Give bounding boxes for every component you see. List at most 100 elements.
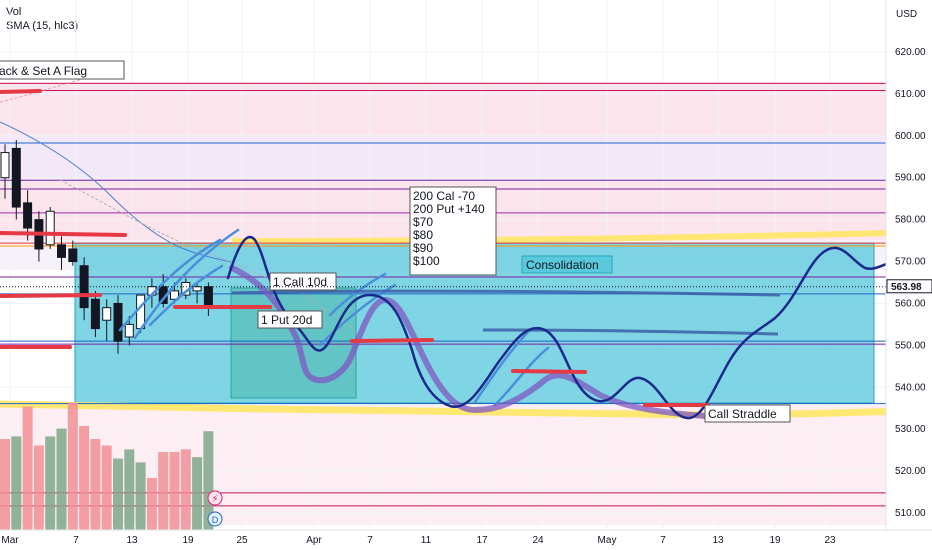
volume-bar[interactable]	[180, 449, 191, 530]
price-tick-label: 510.00	[895, 508, 926, 519]
volume-bar[interactable]	[22, 406, 33, 531]
channel-line-6	[473, 328, 532, 404]
call-10d-text: 1 Call 10d	[273, 275, 327, 289]
time-tick-label: Mar	[1, 535, 19, 546]
red-stroke-5	[350, 338, 434, 343]
time-tick-label: 25	[236, 535, 248, 546]
lightning-icon: ⚡	[211, 494, 218, 505]
volume-bar[interactable]	[113, 458, 123, 531]
volume-bar[interactable]	[135, 462, 146, 530]
purple-path	[229, 265, 708, 419]
red-stroke-1	[0, 231, 127, 237]
volume-bar[interactable]	[90, 439, 101, 530]
time-tick-label: May	[598, 535, 617, 546]
candle-up[interactable]	[102, 307, 112, 321]
lightning-badge[interactable]: ⚡	[207, 490, 223, 506]
time-tick-label: 7	[73, 535, 79, 546]
volume-bar[interactable]	[124, 449, 135, 530]
put-20d-text: 1 Put 20d	[261, 313, 312, 327]
annotation-flag[interactable]: ack & Set A Flag	[0, 60, 125, 80]
volume-bar[interactable]	[158, 452, 169, 530]
red-stroke-6	[511, 369, 587, 374]
candles	[0, 140, 213, 354]
volume-bar[interactable]	[0, 439, 10, 530]
candle-down[interactable]	[11, 147, 21, 208]
last-price-tag[interactable]: 563.98	[886, 279, 932, 294]
price-tick-label: 590.00	[895, 173, 926, 184]
indicator-sma-label[interactable]: SMA (15, hlc3)	[6, 20, 79, 32]
last-price-value: 563.98	[891, 282, 922, 293]
volume-bar[interactable]	[56, 428, 67, 530]
channel-line-7	[493, 346, 550, 407]
option-window-zone[interactable]	[230, 287, 357, 399]
sma-line[interactable]	[0, 121, 233, 263]
price-tick-label: 620.00	[895, 47, 926, 58]
time-tick-label: 11	[421, 535, 432, 546]
options-line-4: $80	[413, 228, 433, 242]
price-tick-label: 600.00	[895, 131, 926, 142]
volume-bar[interactable]	[11, 436, 22, 530]
time-tick-label: 7	[660, 535, 666, 546]
volume-bar[interactable]	[101, 445, 112, 531]
drawn-channels	[118, 228, 550, 407]
volume-bar[interactable]	[146, 478, 157, 530]
price-tick-label: 530.00	[895, 424, 926, 435]
candle-down[interactable]	[203, 286, 213, 309]
candle-up[interactable]	[45, 210, 55, 246]
price-axis-bg	[886, 0, 932, 530]
price-axis[interactable]: 510.00 520.00 530.00 540.00 550.00 560.00 570.…	[895, 47, 926, 519]
dividend-badge[interactable]: D	[207, 511, 223, 527]
volume-bar[interactable]	[79, 426, 90, 530]
candle-down[interactable]	[57, 244, 66, 258]
price-tick-label: 610.00	[895, 89, 926, 100]
volume-bars	[0, 402, 214, 531]
volume-bar[interactable]	[45, 436, 56, 530]
volume-bar[interactable]	[33, 445, 44, 531]
candle-up[interactable]	[170, 290, 179, 300]
call-straddle-text: Call Straddle	[708, 407, 777, 421]
candle-up[interactable]	[124, 323, 134, 338]
candle-down[interactable]	[68, 248, 78, 263]
annotation-call-straddle[interactable]: Call Straddle	[704, 404, 791, 423]
volume-bar[interactable]	[67, 402, 78, 530]
consolidation-text: Consolidation	[526, 258, 599, 272]
options-line-5: $90	[413, 241, 433, 255]
red-strokes	[0, 89, 710, 407]
volume-bar[interactable]	[203, 431, 214, 530]
options-line-6: $100	[413, 254, 440, 268]
channel-line-2	[118, 238, 222, 332]
time-tick-label: 19	[769, 535, 781, 546]
time-axis-bg	[0, 530, 932, 550]
projection-path	[226, 236, 932, 420]
time-tick-label: 13	[712, 535, 724, 546]
yellow-support-band[interactable]	[0, 400, 932, 419]
candle-down[interactable]	[23, 202, 33, 229]
annotation-consolidation[interactable]: Consolidation	[521, 255, 613, 274]
candle-down[interactable]	[90, 298, 100, 330]
time-tick-label: 17	[476, 535, 488, 546]
options-line-1: 200 Cal -70	[413, 189, 475, 203]
price-tick-label: 550.00	[895, 340, 926, 351]
options-line-3: $70	[413, 215, 433, 229]
price-tick-label: 570.00	[895, 257, 926, 268]
currency-label[interactable]: USD	[896, 9, 917, 20]
time-tick-label: 23	[824, 535, 836, 546]
price-tick-label: 520.00	[895, 466, 926, 477]
zone-lilac	[0, 136, 886, 182]
yellow-resistance-band[interactable]	[231, 229, 932, 244]
volume-bar[interactable]	[169, 452, 180, 530]
annotation-call-10d[interactable]: 1 Call 10d	[269, 272, 337, 291]
candle-up[interactable]	[0, 152, 10, 179]
time-axis[interactable]: Mar 7 13 19 25 Apr 7 11 17 24 May 7 13 19 23	[1, 535, 836, 546]
candle-down[interactable]	[113, 302, 123, 342]
time-tick-label: 24	[532, 535, 544, 546]
candle-up[interactable]	[192, 286, 202, 292]
price-tick-label: 540.00	[895, 382, 926, 393]
volume-bar[interactable]	[192, 457, 203, 530]
annotation-options-box[interactable]: 200 Cal -70 200 Put +140 $70 $80 $90 $10…	[409, 186, 497, 276]
annotation-put-20d[interactable]: 1 Put 20d	[257, 310, 323, 329]
red-stroke-8	[0, 89, 42, 94]
channel-line-1	[133, 228, 240, 340]
flag-text: ack & Set A Flag	[0, 64, 87, 78]
